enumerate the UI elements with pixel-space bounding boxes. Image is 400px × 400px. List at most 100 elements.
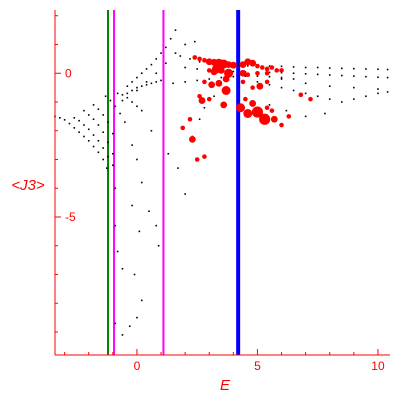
data-point-s0-14	[83, 124, 85, 126]
data-point-s1-25	[264, 70, 270, 76]
data-point-s0-55	[140, 72, 143, 75]
data-point-s0-109	[280, 71, 283, 74]
data-point-s0-24	[102, 131, 105, 133]
data-point-s0-71	[184, 81, 186, 83]
data-point-s0-3	[68, 122, 71, 125]
data-point-s0-164	[198, 118, 201, 121]
data-point-s0-65	[155, 72, 158, 75]
data-point-s0-88	[247, 64, 249, 67]
data-point-s0-58	[155, 58, 158, 60]
data-point-s0-78	[268, 75, 271, 78]
data-point-s0-35	[119, 112, 121, 115]
data-point-s0-45	[131, 89, 133, 92]
data-point-s1-29	[221, 86, 231, 95]
data-point-s1-28	[215, 79, 223, 87]
data-point-s1-38	[249, 100, 257, 107]
data-point-s0-12	[73, 117, 76, 119]
data-point-s0-157	[121, 334, 124, 336]
data-point-s1-2	[202, 58, 207, 63]
data-point-s0-99	[377, 68, 379, 71]
data-point-s0-118	[386, 76, 389, 79]
data-point-s0-136	[268, 104, 271, 106]
data-point-s0-64	[145, 81, 148, 83]
data-point-s0-140	[112, 164, 114, 167]
data-point-s1-54	[187, 116, 193, 122]
data-point-s1-26	[202, 79, 207, 85]
data-point-s0-74	[220, 76, 223, 79]
data-point-s0-29	[102, 114, 105, 116]
data-point-s0-123	[304, 92, 307, 95]
data-point-s0-95	[328, 67, 331, 69]
data-point-s0-82	[189, 58, 191, 60]
data-point-s0-138	[304, 115, 307, 118]
data-point-s1-40	[269, 108, 275, 113]
data-point-s0-122	[292, 89, 295, 92]
data-point-s0-59	[160, 52, 162, 54]
data-point-s0-6	[83, 135, 85, 138]
data-point-s0-116	[365, 75, 367, 78]
data-point-s1-16	[274, 68, 280, 73]
data-point-s0-31	[112, 132, 114, 135]
data-point-s0-67	[174, 52, 177, 54]
data-point-s1-46	[243, 109, 253, 118]
data-point-s0-21	[87, 114, 90, 116]
data-point-s0-155	[136, 316, 138, 319]
data-point-s0-46	[136, 86, 138, 89]
data-point-s0-47	[140, 85, 143, 87]
data-point-s0-112	[316, 73, 319, 76]
data-point-s0-154	[140, 299, 143, 302]
data-point-s0-129	[377, 92, 379, 95]
data-point-s1-36	[206, 96, 212, 102]
data-point-s0-38	[121, 94, 124, 96]
data-point-s1-43	[243, 96, 248, 102]
data-point-s0-44	[126, 92, 129, 95]
data-point-s0-159	[167, 152, 170, 155]
y-axis-label: <J3>	[11, 177, 45, 194]
data-point-s0-33	[109, 99, 112, 102]
data-point-s0-102	[196, 68, 198, 70]
data-point-s0-131	[280, 78, 283, 80]
data-point-s0-127	[353, 98, 355, 100]
data-point-s0-134	[353, 86, 355, 89]
data-point-s0-147	[140, 181, 143, 184]
data-point-s0-114	[340, 74, 343, 77]
data-point-s0-98	[365, 68, 367, 70]
data-point-s0-50	[155, 81, 158, 83]
data-point-s0-19	[107, 155, 109, 158]
data-point-s0-137	[285, 109, 288, 112]
data-point-s0-26	[112, 152, 114, 155]
data-point-s0-93	[304, 66, 307, 69]
data-point-s0-167	[203, 106, 206, 109]
data-point-s0-166	[213, 95, 215, 98]
data-point-s0-144	[121, 267, 124, 270]
data-point-s0-69	[193, 40, 196, 43]
data-point-s0-146	[136, 158, 138, 161]
data-point-s0-152	[138, 230, 141, 233]
data-point-s0-124	[316, 95, 319, 98]
data-point-s0-20	[83, 109, 85, 112]
data-point-s0-160	[177, 167, 179, 169]
data-point-s1-42	[222, 75, 230, 83]
data-point-s0-5	[78, 131, 80, 133]
data-point-s0-61	[169, 37, 172, 40]
data-point-s0-92	[292, 66, 295, 68]
data-point-s0-90	[268, 65, 271, 67]
vertical-lines	[107, 10, 241, 355]
data-point-s1-22	[239, 69, 247, 77]
data-point-s0-28	[97, 108, 100, 110]
data-point-s0-22	[92, 118, 95, 121]
data-point-s1-27	[208, 81, 216, 89]
x-tick-label-10: 10	[371, 359, 385, 373]
data-point-s1-45	[251, 106, 264, 118]
x-tick-label-0: 0	[134, 359, 141, 373]
data-point-s0-54	[136, 76, 138, 79]
data-point-s1-12	[255, 63, 260, 69]
data-point-s0-39	[126, 96, 129, 99]
data-point-s1-18	[206, 68, 212, 73]
data-point-s0-75	[232, 75, 235, 78]
data-point-s0-100	[386, 68, 389, 71]
data-point-s0-70	[172, 82, 174, 85]
data-point-s1-32	[256, 82, 264, 90]
data-point-s0-148	[148, 210, 150, 213]
